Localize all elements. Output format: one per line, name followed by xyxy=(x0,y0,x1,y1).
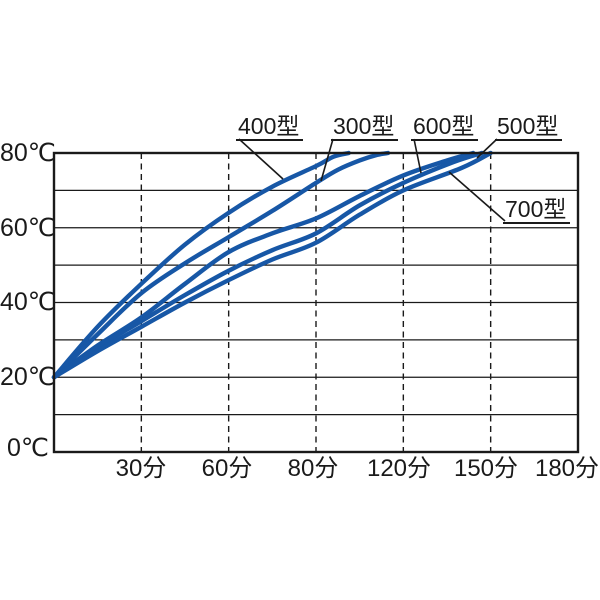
series-label-500: 500型 xyxy=(495,114,563,141)
x-axis-label-60min: 60分 xyxy=(201,455,253,482)
y-axis-label-20: 20℃ xyxy=(0,363,56,391)
x-axis-label-80min: 80分 xyxy=(287,455,339,482)
leader-line-700型 xyxy=(448,171,506,222)
x-axis-label-120min: 120分 xyxy=(366,455,432,482)
series-label-300: 300型 xyxy=(331,114,399,141)
y-axis-label-40: 40℃ xyxy=(0,288,56,316)
leader-line-500型 xyxy=(476,138,498,159)
series-label-400: 400型 xyxy=(236,114,304,141)
y-axis-label-80: 80℃ xyxy=(0,139,56,167)
series-curve-500型 xyxy=(51,150,485,380)
y-axis-label-60: 60℃ xyxy=(0,214,56,242)
x-axis-label-30min: 30分 xyxy=(115,455,167,482)
series-curve-300型 xyxy=(51,150,391,380)
series-label-600: 600型 xyxy=(411,114,479,141)
plot-frame xyxy=(52,151,580,454)
x-axis-label-150min: 150分 xyxy=(453,455,519,482)
series-curve-700型 xyxy=(51,150,493,380)
leader-line-400型 xyxy=(238,138,284,180)
series-curve-400型 xyxy=(51,150,351,380)
leader-line-600型 xyxy=(413,138,422,174)
y-axis-label-0: 0℃ xyxy=(7,434,49,462)
series-curve-600型 xyxy=(51,150,476,380)
leader-line-300型 xyxy=(320,138,334,182)
x-axis-label-180min: 180分 xyxy=(534,455,600,482)
series-label-700: 700型 xyxy=(503,197,571,224)
